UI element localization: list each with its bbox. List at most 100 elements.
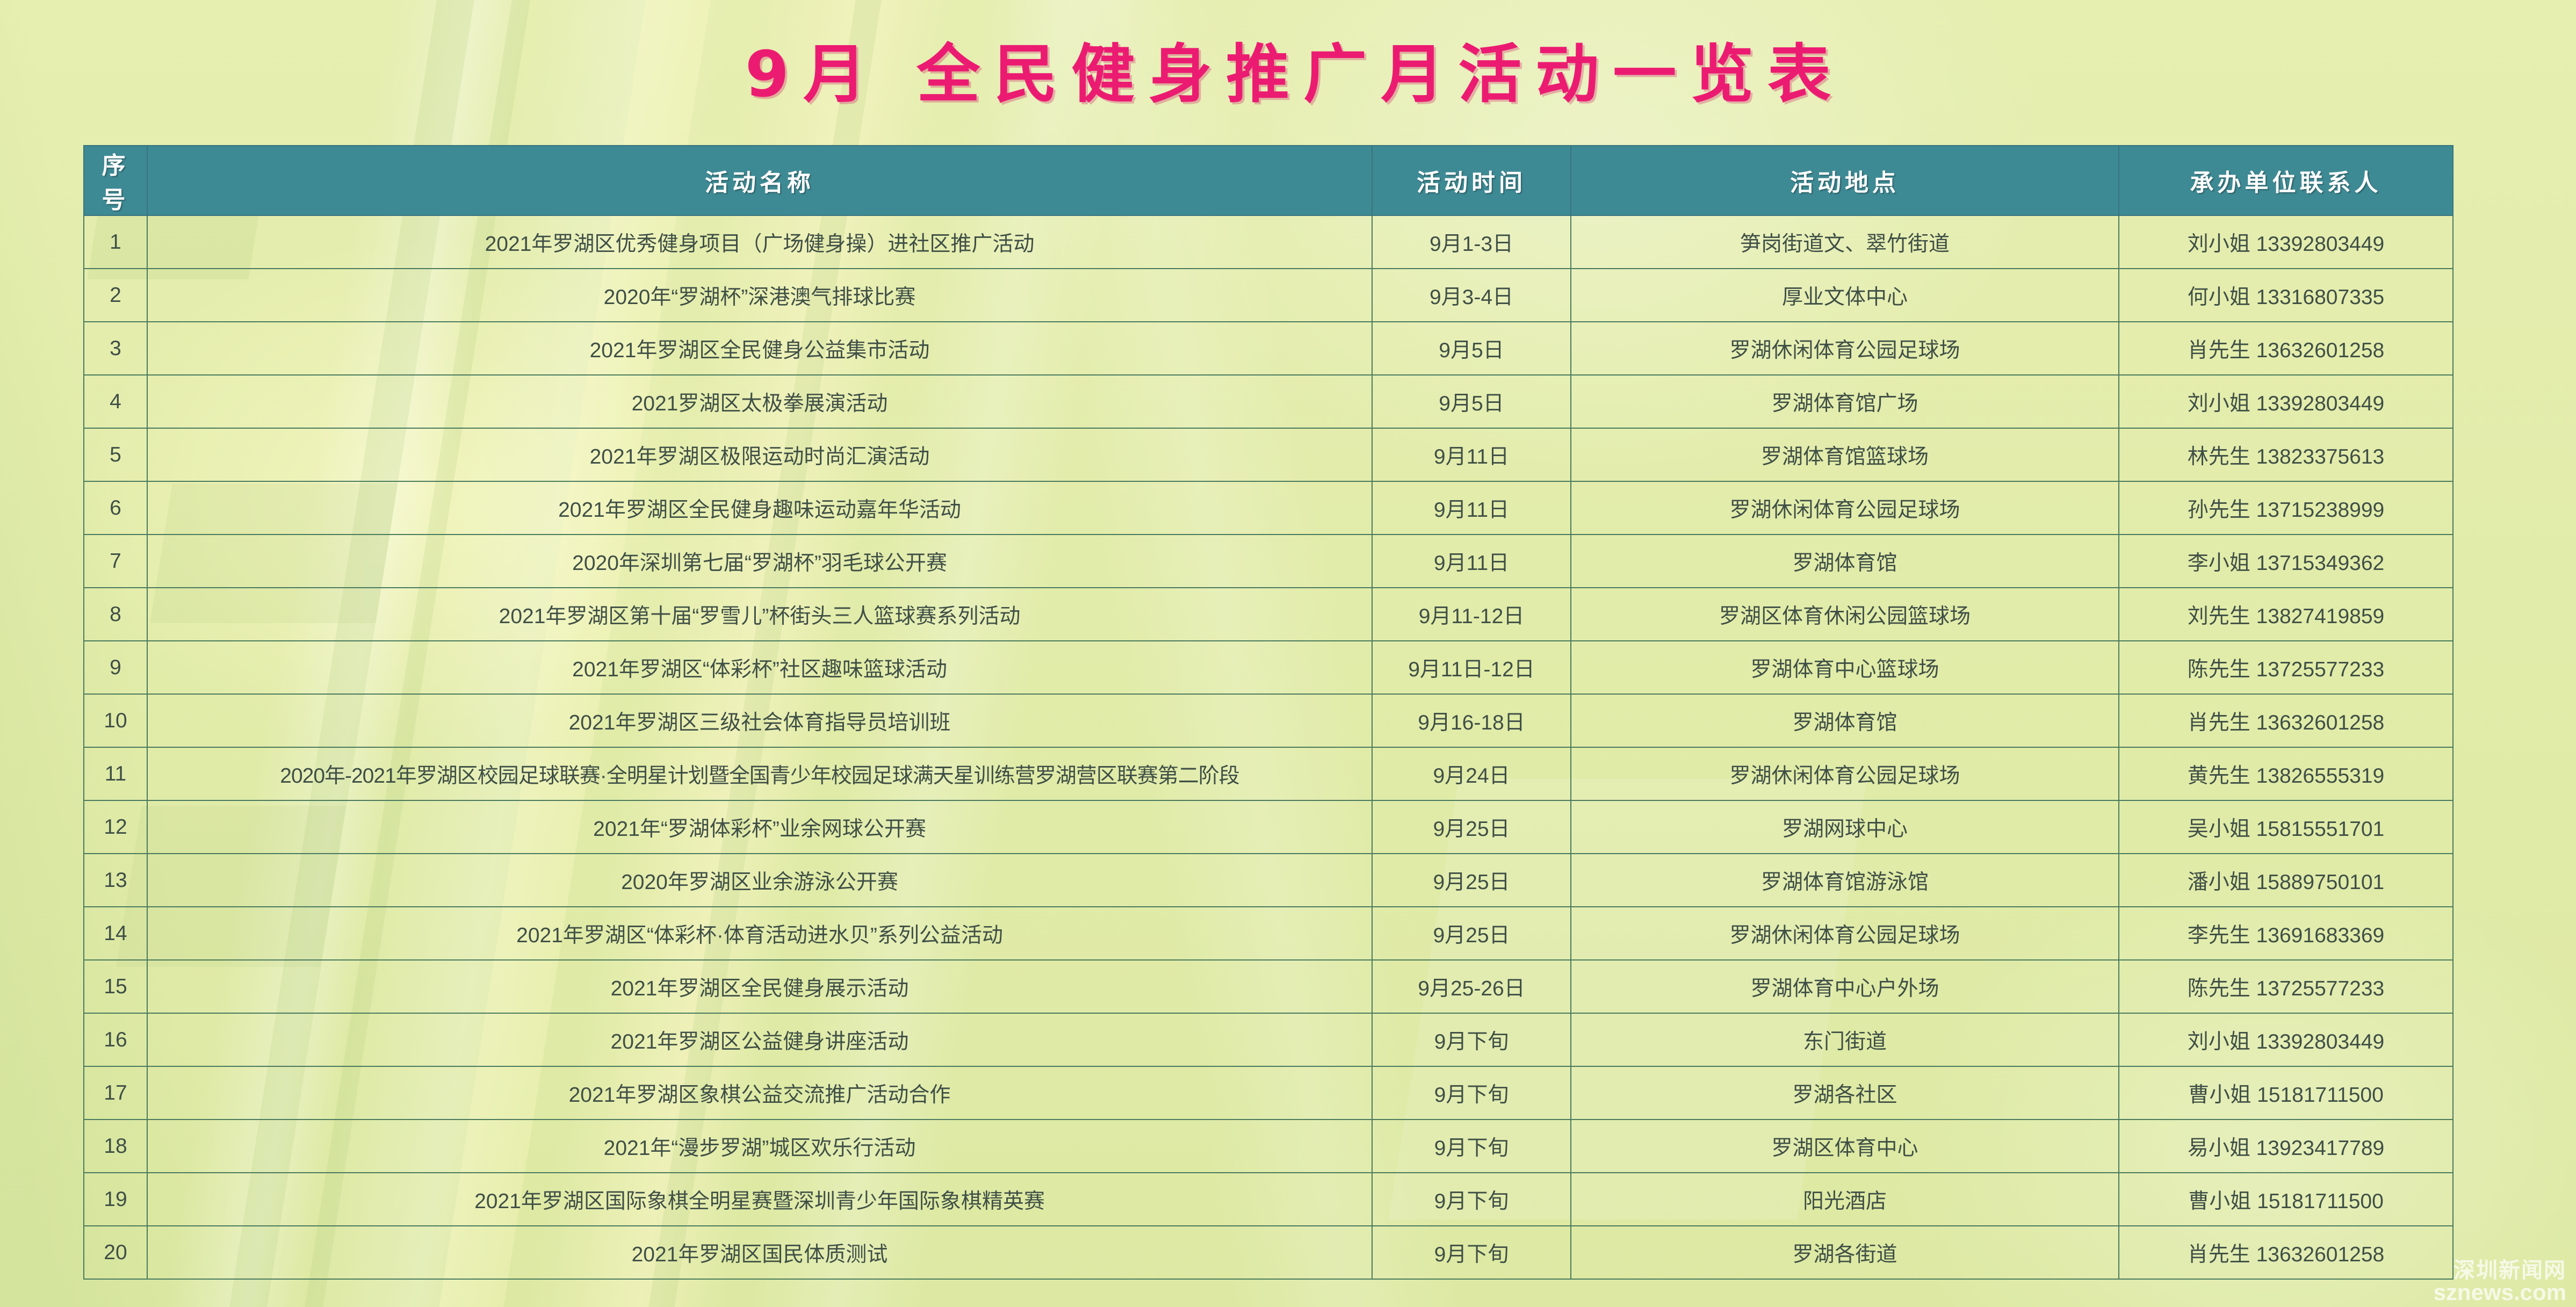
cell-contact: 肖先生 13632601258 [2118, 694, 2454, 748]
cell-activity-time: 9月5日 [1372, 374, 1571, 429]
table-row: 11 2020年-2021年罗湖区校园足球联赛·全明星计划暨全国青少年校园足球满天… [83, 747, 2454, 801]
table-row: 2 2020年“罗湖杯”深港澳气排球比赛 9月3-4日 厚业文体中心 何小姐 13316… [83, 268, 2454, 322]
cell-index: 6 [83, 481, 148, 535]
table-row: 19 2021年罗湖区国际象棋全明星赛暨深圳青少年国际象棋精英赛 9月下旬 阳光酒店曹… [83, 1172, 2454, 1226]
cell-activity-place: 罗湖体育中心户外场 [1570, 959, 2119, 1014]
activity-table: 序号 活动名称 活动时间 活动地点 承办单位联系人 1 2021年罗湖区优秀健身项… [83, 145, 2454, 1280]
cell-activity-name: 2021年“漫步罗湖”城区欢乐行活动 [147, 1119, 1373, 1173]
cell-index: 15 [83, 959, 148, 1014]
cell-index: 13 [83, 853, 148, 907]
cell-contact: 林先生 13823375613 [2118, 428, 2454, 482]
cell-index: 8 [83, 587, 148, 641]
cell-activity-name: 2021年罗湖区三级社会体育指导员培训班 [147, 694, 1373, 748]
cell-contact: 何小姐 13316807335 [2118, 268, 2454, 322]
watermark-cn: 深圳新闻网 [2454, 1259, 2566, 1282]
cell-activity-name: 2021年罗湖区全民健身趣味运动嘉年华活动 [147, 481, 1373, 535]
cell-contact: 李先生 13691683369 [2118, 906, 2454, 961]
cell-activity-place: 罗湖各街道 [1570, 1225, 2119, 1280]
cell-activity-place: 笋岗街道文、翠竹街道 [1570, 215, 2119, 269]
cell-contact: 孙先生 13715238999 [2118, 481, 2454, 535]
cell-activity-time: 9月25日 [1372, 853, 1571, 907]
cell-activity-name: 2021年罗湖区公益健身讲座活动 [147, 1013, 1373, 1067]
cell-activity-name: 2020年罗湖区业余游泳公开赛 [147, 853, 1373, 907]
cell-index: 4 [83, 374, 148, 429]
cell-index: 9 [83, 640, 148, 695]
cell-index: 16 [83, 1013, 148, 1067]
cell-activity-time: 9月25日 [1372, 800, 1571, 854]
cell-activity-place: 罗湖体育馆 [1570, 694, 2119, 748]
cell-activity-place: 罗湖区体育中心 [1570, 1119, 2119, 1173]
cell-activity-name: 2021年罗湖区国际象棋全明星赛暨深圳青少年国际象棋精英赛 [147, 1172, 1373, 1226]
cell-contact: 陈先生 13725577233 [2118, 959, 2454, 1014]
watermark-en: sznews.com [2433, 1280, 2566, 1305]
cell-activity-time: 9月11日 [1372, 481, 1571, 535]
cell-contact: 李小姐 13715349362 [2118, 534, 2454, 588]
column-header-name: 活动名称 [147, 145, 1373, 216]
table-row: 18 2021年“漫步罗湖”城区欢乐行活动 9月下旬 罗湖区体育中心 易小姐 13923… [83, 1119, 2454, 1173]
cell-activity-time: 9月16-18日 [1372, 694, 1571, 748]
cell-index: 14 [83, 906, 148, 961]
cell-activity-name: 2021年罗湖区“体彩杯·体育活动进水贝”系列公益活动 [147, 906, 1373, 961]
cell-activity-place: 罗湖体育馆 [1570, 534, 2119, 588]
table-row: 4 2021罗湖区太极拳展演活动 9月5日 罗湖体育馆广场 刘小姐 1339280344… [83, 374, 2454, 429]
cell-index: 7 [83, 534, 148, 588]
cell-activity-place: 罗湖各社区 [1570, 1066, 2119, 1120]
cell-index: 10 [83, 694, 148, 748]
cell-index: 3 [83, 321, 148, 376]
table-row: 14 2021年罗湖区“体彩杯·体育活动进水贝”系列公益活动 9月25日 罗湖休闲体育… [83, 906, 2454, 961]
table-row: 16 2021年罗湖区公益健身讲座活动 9月下旬 东门街道 刘小姐 1339280344… [83, 1013, 2454, 1067]
cell-activity-time: 9月下旬 [1372, 1225, 1571, 1280]
cell-index: 5 [83, 428, 148, 482]
cell-activity-name: 2021罗湖区太极拳展演活动 [147, 374, 1373, 429]
cell-index: 18 [83, 1119, 148, 1173]
cell-activity-name: 2021年罗湖区第十届“罗雪儿”杯街头三人篮球赛系列活动 [147, 587, 1373, 641]
cell-contact: 曹小姐 15181711500 [2118, 1066, 2454, 1120]
cell-activity-name: 2021年罗湖区优秀健身项目（广场健身操）进社区推广活动 [147, 215, 1373, 269]
table-row: 5 2021年罗湖区极限运动时尚汇演活动 9月11日 罗湖体育馆篮球场 林先生 1382… [83, 428, 2454, 482]
cell-activity-name: 2021年罗湖区全民健身公益集市活动 [147, 321, 1373, 376]
cell-activity-time: 9月11日-12日 [1372, 640, 1571, 695]
cell-activity-time: 9月下旬 [1372, 1066, 1571, 1120]
table-row: 20 2021年罗湖区国民体质测试 9月下旬 罗湖各街道 肖先生 13632601258 [83, 1225, 2454, 1280]
cell-activity-name: 2021年“罗湖体彩杯”业余网球公开赛 [147, 800, 1373, 854]
cell-activity-place: 罗湖区体育休闲公园篮球场 [1570, 587, 2119, 641]
table-row: 17 2021年罗湖区象棋公益交流推广活动合作 9月下旬 罗湖各社区 曹小姐 15181… [83, 1066, 2454, 1120]
table-row: 1 2021年罗湖区优秀健身项目（广场健身操）进社区推广活动 9月1-3日 笋岗街道文… [83, 215, 2454, 269]
table-row: 15 2021年罗湖区全民健身展示活动 9月25-26日 罗湖体育中心户外场 陈先生 1… [83, 959, 2454, 1014]
cell-activity-name: 2020年“罗湖杯”深港澳气排球比赛 [147, 268, 1373, 322]
table-header-row: 序号 活动名称 活动时间 活动地点 承办单位联系人 [83, 145, 2454, 216]
cell-contact: 刘小姐 13392803449 [2118, 374, 2454, 429]
cell-activity-place: 罗湖体育中心篮球场 [1570, 640, 2119, 695]
cell-activity-time: 9月下旬 [1372, 1119, 1571, 1173]
column-header-place: 活动地点 [1570, 145, 2119, 216]
cell-activity-place: 罗湖体育馆篮球场 [1570, 428, 2119, 482]
cell-index: 20 [83, 1225, 148, 1280]
cell-activity-name: 2021年罗湖区象棋公益交流推广活动合作 [147, 1066, 1373, 1120]
cell-contact: 易小姐 13923417789 [2118, 1119, 2454, 1173]
table-row: 3 2021年罗湖区全民健身公益集市活动 9月5日 罗湖休闲体育公园足球场 肖先生 13… [83, 321, 2454, 376]
cell-activity-name: 2020年-2021年罗湖区校园足球联赛·全明星计划暨全国青少年校园足球满天星训… [147, 747, 1373, 801]
cell-contact: 陈先生 13725577233 [2118, 640, 2454, 695]
cell-index: 11 [83, 747, 148, 801]
cell-activity-place: 罗湖网球中心 [1570, 800, 2119, 854]
table-row: 8 2021年罗湖区第十届“罗雪儿”杯街头三人篮球赛系列活动 9月11-12日 罗湖区… [83, 587, 2454, 641]
column-header-contact: 承办单位联系人 [2118, 145, 2454, 216]
cell-index: 19 [83, 1172, 148, 1226]
cell-activity-time: 9月24日 [1372, 747, 1571, 801]
table-row: 7 2020年深圳第七届“罗湖杯”羽毛球公开赛 9月11日 罗湖体育馆 李小姐 1371… [83, 534, 2454, 588]
cell-activity-place: 罗湖体育馆游泳馆 [1570, 853, 2119, 907]
cell-activity-place: 罗湖体育馆广场 [1570, 374, 2119, 429]
cell-activity-place: 罗湖休闲体育公园足球场 [1570, 906, 2119, 961]
cell-activity-time: 9月下旬 [1372, 1013, 1571, 1067]
cell-activity-time: 9月25日 [1372, 906, 1571, 961]
cell-activity-name: 2020年深圳第七届“罗湖杯”羽毛球公开赛 [147, 534, 1373, 588]
cell-activity-time: 9月11-12日 [1372, 587, 1571, 641]
page-title: 9月 全民健身推广月活动一览表 [745, 37, 1845, 111]
cell-activity-time: 9月1-3日 [1372, 215, 1571, 269]
cell-contact: 刘小姐 13392803449 [2118, 1013, 2454, 1067]
table-body: 1 2021年罗湖区优秀健身项目（广场健身操）进社区推广活动 9月1-3日 笋岗街道文… [83, 215, 2454, 1280]
table-row: 13 2020年罗湖区业余游泳公开赛 9月25日 罗湖体育馆游泳馆 潘小姐 158897… [83, 853, 2454, 907]
cell-activity-place: 罗湖休闲体育公园足球场 [1570, 321, 2119, 376]
table-row: 10 2021年罗湖区三级社会体育指导员培训班 9月16-18日 罗湖体育馆 肖先生 1… [83, 694, 2454, 748]
table-row: 6 2021年罗湖区全民健身趣味运动嘉年华活动 9月11日 罗湖休闲体育公园足球场 孙先… [83, 481, 2454, 535]
